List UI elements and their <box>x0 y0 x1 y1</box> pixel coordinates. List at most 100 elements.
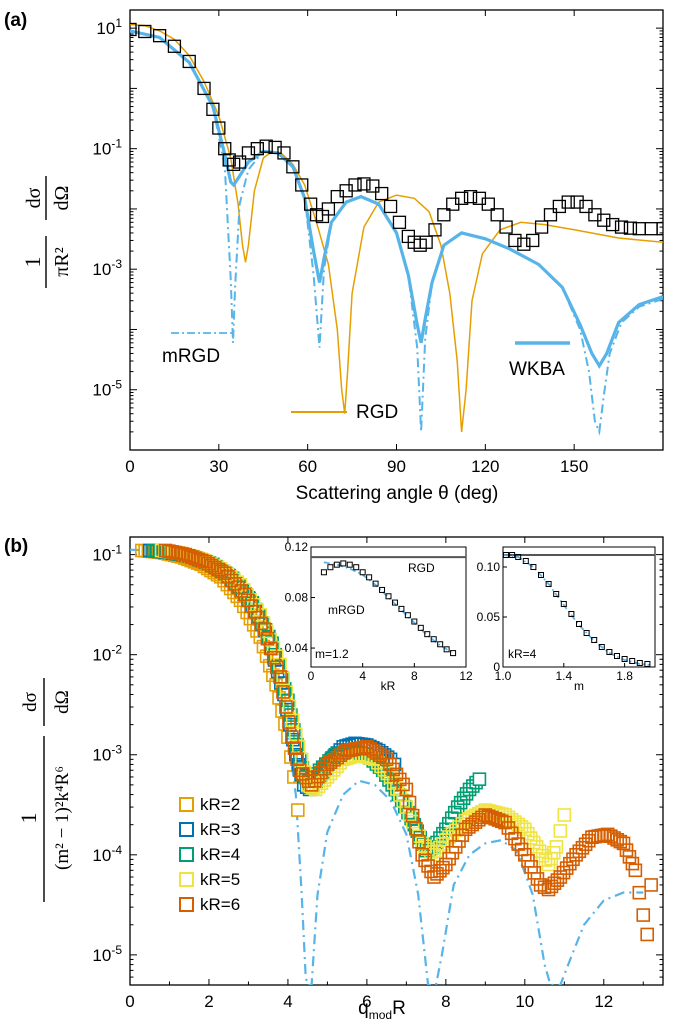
panel-a-plot <box>130 22 663 436</box>
panel-b-ylabel-dden: dΩ <box>52 690 73 714</box>
exact-point <box>250 142 264 156</box>
exact-point <box>517 237 531 251</box>
data-point <box>412 834 426 849</box>
data-point <box>282 715 296 729</box>
exact-point <box>277 146 291 160</box>
inset-x-tick-label: 12 <box>459 669 473 683</box>
panel-a-ylabel-dden: dΩ <box>51 186 73 211</box>
exact-point <box>182 54 196 69</box>
inset-exact-point <box>636 660 643 666</box>
inset-x-tick-label: 4 <box>359 669 366 683</box>
data-point <box>263 641 278 656</box>
inset-m-xlabel: m <box>574 679 584 693</box>
inset-x-tick-label: 1.0 <box>495 669 512 683</box>
data-point <box>640 927 655 942</box>
x-tick-label: 8 <box>441 992 450 1011</box>
kr-2-series <box>135 543 305 817</box>
x-tick-label: 90 <box>387 457 406 476</box>
panel-b-series <box>130 543 658 985</box>
exact-point <box>321 202 336 216</box>
data-point <box>287 723 301 737</box>
data-point <box>409 821 423 836</box>
wkba-series <box>130 29 663 369</box>
inset-exact-point <box>424 631 431 638</box>
data-point <box>273 670 287 684</box>
inset-exact-point <box>509 552 516 558</box>
exact-point <box>534 220 549 234</box>
data-point <box>628 863 643 878</box>
inset-exact-point <box>372 580 379 587</box>
exact-point <box>206 102 220 116</box>
legend-swatch <box>179 822 194 837</box>
inset-exact-point <box>366 574 373 581</box>
exact-point <box>597 213 611 227</box>
inset-exact-point <box>503 552 510 558</box>
data-point <box>276 685 290 699</box>
exact-point <box>218 142 232 156</box>
inset-x-tick-label: 8 <box>411 669 418 683</box>
data-point <box>290 737 304 752</box>
inset-exact-point <box>598 644 605 650</box>
exact-point <box>644 222 658 236</box>
inset-x-tick-label: 1.8 <box>616 669 633 683</box>
exact-point <box>167 39 182 53</box>
x-tick-label: 12 <box>594 992 613 1011</box>
inset-exact-point <box>430 636 437 643</box>
exact-point <box>232 155 247 169</box>
legend-label: kR=3 <box>200 820 240 839</box>
inset-exact-point <box>568 611 575 617</box>
data-point <box>285 713 300 728</box>
inset-y-tick-label: 0 <box>493 660 500 674</box>
inset-y-tick-label: 0.08 <box>285 591 309 605</box>
x-tick-label: 4 <box>283 992 292 1011</box>
y-tick-label: 10-5 <box>92 378 122 400</box>
exact-point <box>392 215 407 229</box>
rgd-annotation: RGD <box>356 402 398 423</box>
x-tick-label: 6 <box>362 992 371 1011</box>
exact-point <box>481 197 495 211</box>
exact-point <box>222 153 236 167</box>
inset-exact-point <box>621 656 628 662</box>
exact-point <box>623 221 638 235</box>
inset-exact-point <box>333 561 340 568</box>
inset-kr-xlabel: kR <box>381 679 396 693</box>
panel-b-axes: 0 2 4 6 8 10 12 10-1 10-2 10-3 10-4 10-5 <box>92 537 663 1011</box>
data-point <box>259 649 274 663</box>
inset-y-tick-label: 0.12 <box>285 540 309 554</box>
inset-exact-point <box>320 569 327 576</box>
x-tick-label: 150 <box>560 457 588 476</box>
inset-exact-point <box>327 564 334 571</box>
legend-label: kR=6 <box>200 895 240 914</box>
mrgd-series <box>130 548 644 985</box>
inset-exact-point <box>515 554 522 560</box>
inset-exact-point <box>522 558 529 564</box>
inset-exact-point <box>450 650 457 657</box>
panel-b-ylabel-num: 1 <box>16 813 41 824</box>
exact-point <box>632 222 646 236</box>
exact-point <box>552 199 567 214</box>
legend-label: kR=5 <box>200 870 240 889</box>
exact-point <box>437 208 451 222</box>
inset-exact-point <box>340 560 347 567</box>
data-point <box>557 808 572 822</box>
data-point <box>290 752 304 767</box>
y-tick-label: 10-5 <box>92 943 122 965</box>
x-tick-label: 60 <box>298 457 317 476</box>
inset-exact-point <box>359 569 366 576</box>
data-point <box>549 840 564 854</box>
inset-exact-point <box>353 564 360 571</box>
data-point <box>402 795 417 810</box>
panel-a-series <box>130 22 663 436</box>
y-tick-label: 10-4 <box>92 843 122 865</box>
inset-exact-point <box>385 593 392 600</box>
inset-m-frame <box>502 546 656 668</box>
data-point <box>270 660 284 675</box>
panel-a-label: (a) <box>4 10 27 31</box>
data-point <box>632 885 647 900</box>
exact-point <box>138 24 152 39</box>
exact-point <box>357 177 371 191</box>
panel-a-ylabel-dnum: dσ <box>23 187 45 208</box>
panel-b-legend: kR=2 kR=3 kR=4 kR=5 kR=6 <box>179 795 240 914</box>
inset-x-tick-label: 0 <box>308 669 315 683</box>
exact-point <box>286 160 300 174</box>
